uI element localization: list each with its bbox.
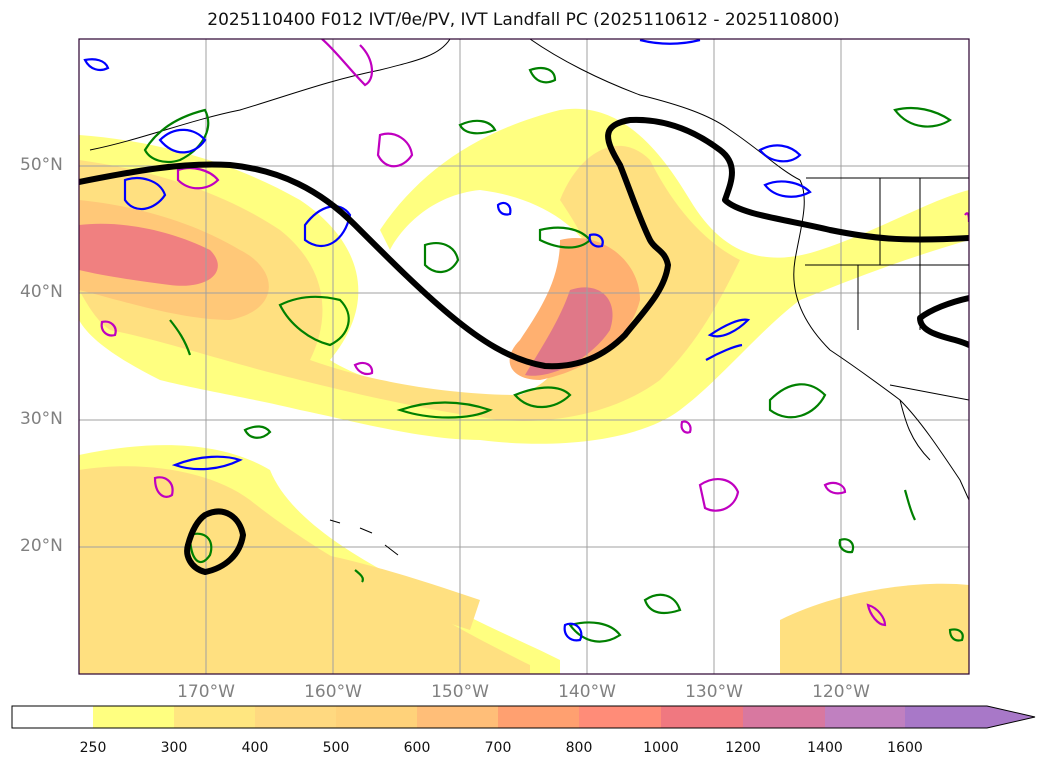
ivt-shading — [79, 108, 969, 674]
colorbar-tick-700: 700 — [484, 740, 512, 756]
lat-label-40n: 40°N — [20, 282, 63, 302]
colorbar-box-11 — [905, 706, 987, 728]
colorbar-box-0 — [12, 706, 93, 728]
lon-label-130w: 130°W — [685, 682, 743, 702]
pv-high-contours — [100, 39, 969, 627]
colorbar-tick-300: 300 — [160, 740, 188, 756]
lat-label-30n: 30°N — [20, 409, 63, 429]
colorbar-box-5 — [417, 706, 498, 728]
colorbar-outline — [11, 705, 1036, 729]
colorbar-box-1 — [93, 706, 174, 728]
ivt-band-midsouth — [290, 550, 480, 630]
landfall-pc-contours — [79, 116, 969, 575]
lon-label-170w: 170°W — [177, 682, 235, 702]
colorbar-extend-arrow — [987, 706, 1035, 728]
ivt-band-southeast — [780, 583, 969, 674]
west-coast-north-america — [793, 179, 969, 501]
theta-e-contours — [143, 66, 964, 643]
colorbar-box-4 — [336, 706, 417, 728]
lat-label-20n: 20°N — [20, 536, 63, 556]
pc-contour-main — [79, 116, 969, 370]
colorbar-tick-400: 400 — [241, 740, 269, 756]
lon-label-150w: 150°W — [431, 682, 489, 702]
colorbar-box-9 — [743, 706, 825, 728]
colorbar-tick-1000: 1000 — [643, 740, 679, 756]
colorbar-tick-250: 250 — [79, 740, 107, 756]
colorbar-box-2 — [174, 706, 255, 728]
colorbar-box-7 — [579, 706, 661, 728]
colorbar-box-10 — [825, 706, 905, 728]
ivt-band-1000 — [525, 287, 613, 376]
colorbar-tick-1400: 1400 — [807, 740, 843, 756]
mexico-border — [889, 384, 969, 401]
colorbar — [11, 705, 1036, 729]
map-frame — [78, 38, 970, 675]
alaska-coast — [89, 39, 451, 151]
hawaii-islands — [329, 519, 399, 556]
lon-label-120w: 120°W — [812, 682, 870, 702]
lon-label-160w: 160°W — [304, 682, 362, 702]
lat-label-50n: 50°N — [20, 155, 63, 175]
colorbar-box-3 — [255, 706, 336, 728]
pc-contour-east — [917, 295, 969, 348]
colorbar-tick-1200: 1200 — [725, 740, 761, 756]
map-title: 2025110400 F012 IVT/θe/PV, IVT Landfall … — [207, 10, 840, 30]
colorbar-tick-800: 800 — [565, 740, 593, 756]
pv-contours — [83, 39, 812, 642]
graticule — [79, 39, 969, 674]
pc-contour-southwest — [184, 508, 246, 575]
baja-coast — [899, 399, 931, 461]
ivt-band-800 — [79, 223, 218, 286]
colorbar-box-8 — [661, 706, 743, 728]
lon-label-140w: 140°W — [558, 682, 616, 702]
colorbar-tick-500: 500 — [322, 740, 350, 756]
colorbar-box-6 — [498, 706, 579, 728]
colorbar-tick-1600: 1600 — [887, 740, 923, 756]
colorbar-tick-600: 600 — [403, 740, 431, 756]
